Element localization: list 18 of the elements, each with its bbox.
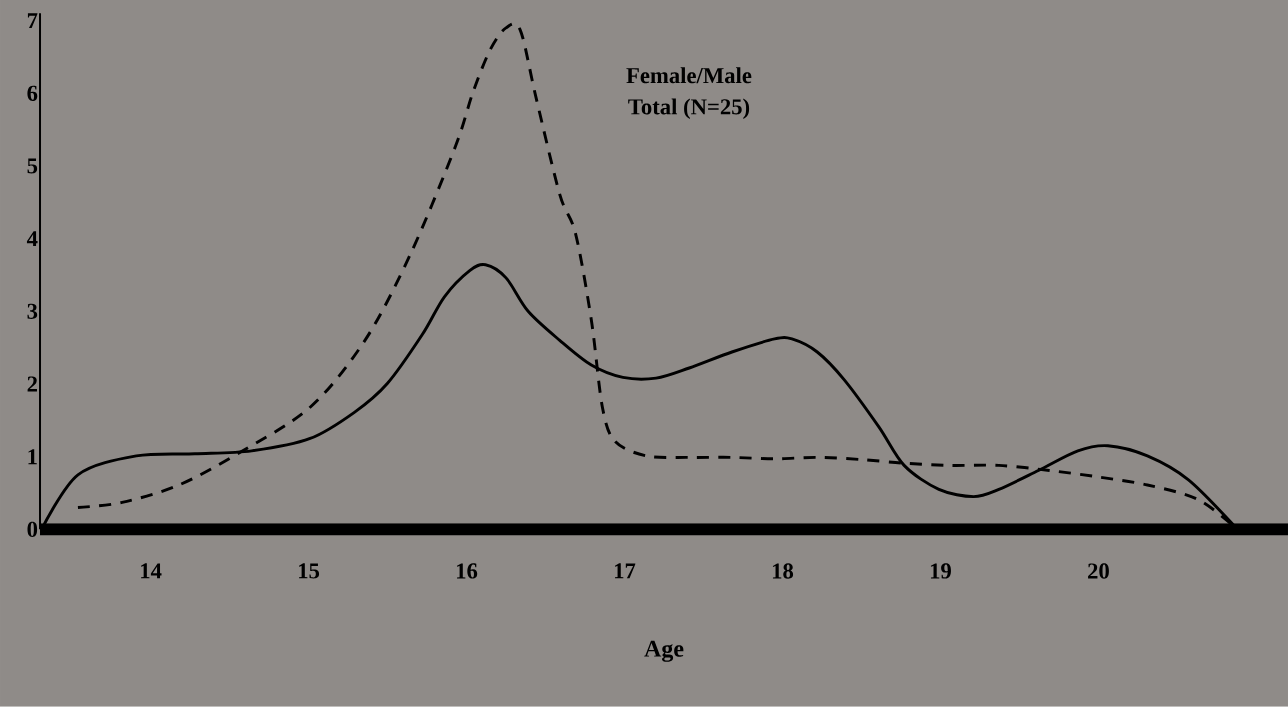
y-tick-label: 3 bbox=[27, 303, 38, 320]
x-tick-label: 19 bbox=[930, 563, 951, 579]
y-tick-label: 4 bbox=[26, 231, 38, 247]
x-tick-label: 15 bbox=[299, 563, 320, 579]
y-tick-label: 1 bbox=[28, 449, 37, 465]
annotation: Female/Male bbox=[626, 67, 752, 84]
x-tick-label: 14 bbox=[141, 563, 162, 579]
y-tick-label: 2 bbox=[27, 376, 37, 392]
x-tick-label: 16 bbox=[457, 563, 478, 579]
y-tick-label: 5 bbox=[27, 158, 38, 174]
annotation: Total (N=25) bbox=[628, 98, 750, 120]
y-tick-label: 7 bbox=[27, 13, 38, 29]
x-tick-label: 18 bbox=[772, 563, 794, 579]
x-axis-title: Age bbox=[644, 640, 684, 663]
x-tick-label: 20 bbox=[1088, 563, 1109, 579]
x-tick-label: 17 bbox=[615, 563, 636, 579]
y-tick-label: 0 bbox=[27, 521, 38, 538]
y-tick-label: 6 bbox=[27, 85, 38, 102]
